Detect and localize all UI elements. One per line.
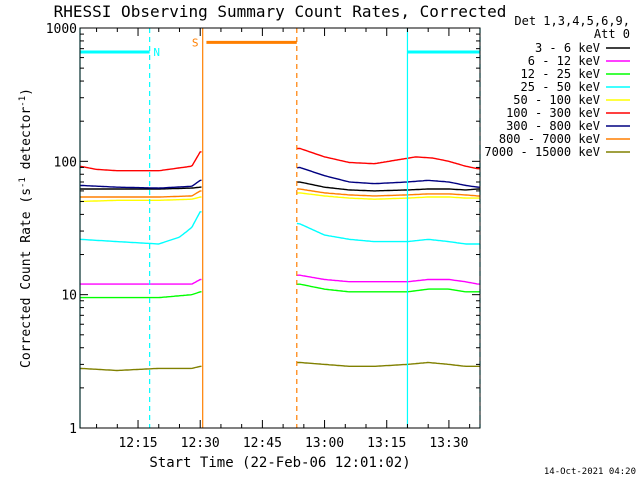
series-line-7000-15000-kev-1 xyxy=(296,361,480,367)
series-line-100-300-kev-0 xyxy=(79,151,202,172)
x-tick-label-13-15: 13:15 xyxy=(367,436,406,451)
y-axis-label-part-1: Corrected Count Rate (s xyxy=(19,188,34,368)
series-line-50-100-kev-1 xyxy=(296,192,480,200)
series-line-6-12-kev-1 xyxy=(296,274,480,285)
legend-label-3-6-kev: 3 - 6 keV xyxy=(535,41,600,55)
legend-header-line-1: Det 1,3,4,5,6,9, xyxy=(514,14,630,28)
x-axis-label: Start Time (22-Feb-06 12:01:02) xyxy=(149,455,410,471)
flag-letter-s-1: S xyxy=(192,36,199,49)
series-line-3-6-kev-0 xyxy=(80,186,202,190)
x-axis: 12:15 12:30 12:45 13:00 13:15 13:30 xyxy=(96,28,471,451)
series-line-25-50-kev-1 xyxy=(296,222,480,245)
plot-frame xyxy=(79,27,481,429)
legend-label-25-50-kev: 25 - 50 keV xyxy=(521,80,600,94)
series-line-6-12-kev-0 xyxy=(80,278,202,285)
series-line-12-25-kev-1 xyxy=(296,283,480,293)
legend-header-line-2: Att 0 xyxy=(594,27,630,41)
legend-label-100-300-kev: 100 - 300 keV xyxy=(506,106,600,120)
y-tick-label-100: 100 xyxy=(54,155,77,170)
series-line-100-300-kev-1 xyxy=(296,147,480,170)
legend-label-6-12-kev: 6 - 12 keV xyxy=(528,54,600,68)
series-line-7000-15000-kev-0 xyxy=(79,365,202,372)
series-line-12-25-kev-0 xyxy=(80,291,202,299)
flags-layer: NS xyxy=(80,36,480,59)
legend-label-50-100-kev: 50 - 100 keV xyxy=(513,93,600,107)
y-axis-label-exp-1: -1 xyxy=(18,177,28,188)
y-axis-label: Corrected Count Rate (s-1 detector-1) xyxy=(18,88,34,368)
y-tick-label-1: 1 xyxy=(69,422,77,437)
chart-title: RHESSI Observing Summary Count Rates, Co… xyxy=(54,2,507,21)
series-line-800-7000-kev-1 xyxy=(296,188,480,197)
series-line-300-800-kev-1 xyxy=(296,166,480,188)
series-line-300-800-kev-0 xyxy=(79,179,202,189)
legend-label-7000-15000-kev: 7000 - 15000 keV xyxy=(484,145,600,159)
legend-label-300-800-kev: 300 - 800 keV xyxy=(506,119,600,133)
y-axis: 1 10 100 1000 xyxy=(46,22,480,437)
x-tick-label-12-15: 12:15 xyxy=(118,436,157,451)
x-tick-label-13-00: 13:00 xyxy=(305,436,344,451)
legend-label-800-7000-kev: 800 - 7000 keV xyxy=(499,132,600,146)
plot-area xyxy=(79,147,480,372)
footer-date: 14-Oct-2021 04:20 xyxy=(544,467,636,477)
y-axis-label-part-3: ) xyxy=(19,88,34,96)
x-tick-label-12-30: 12:30 xyxy=(181,436,220,451)
legend-label-12-25-kev: 12 - 25 keV xyxy=(521,67,600,81)
x-tick-label-12-45: 12:45 xyxy=(243,436,282,451)
series-line-50-100-kev-0 xyxy=(79,196,202,203)
x-tick-label-13-30: 13:30 xyxy=(429,436,468,451)
y-axis-label-exp-2: -1 xyxy=(18,96,28,107)
series-line-3-6-kev-1 xyxy=(296,181,480,192)
y-tick-label-1000: 1000 xyxy=(46,22,77,37)
series-line-800-7000-kev-0 xyxy=(80,190,202,198)
series-line-25-50-kev-0 xyxy=(79,211,202,245)
y-axis-label-part-2: detector xyxy=(19,107,34,178)
flag-letter-n-0: N xyxy=(153,46,160,59)
y-tick-label-10: 10 xyxy=(61,289,77,304)
